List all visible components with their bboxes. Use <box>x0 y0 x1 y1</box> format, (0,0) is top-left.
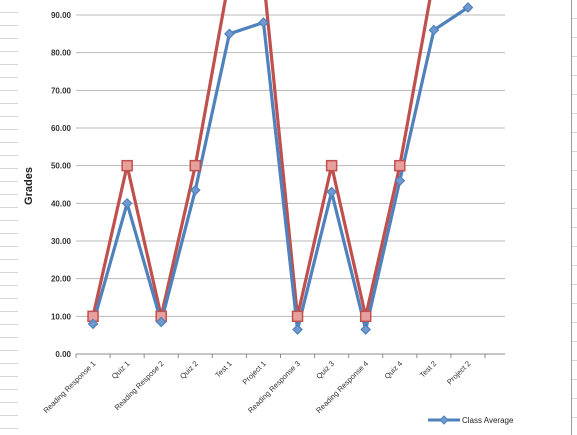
x-tick-label: Quiz 3 <box>314 359 336 381</box>
data-point-marker <box>326 186 337 198</box>
data-point-marker <box>428 24 440 36</box>
data-point-marker <box>121 159 133 172</box>
data-point-marker <box>189 159 202 172</box>
y-tick-label: 0.00 <box>55 350 71 359</box>
series-line <box>91 0 432 318</box>
x-tick-label: Project 1 <box>241 359 268 386</box>
data-point-marker <box>359 310 372 323</box>
data-point-marker <box>292 324 303 335</box>
legend-swatch-marker <box>439 415 449 425</box>
y-tick-label: 10.00 <box>51 312 72 321</box>
x-tick-label: Project 2 <box>445 359 472 386</box>
gridlines <box>76 14 505 355</box>
y-tick-label: 40.00 <box>51 199 72 208</box>
data-point-marker <box>155 316 167 328</box>
data-point-marker <box>462 2 474 13</box>
series-markers <box>87 2 474 335</box>
x-tick-label: Quiz 2 <box>178 359 200 381</box>
x-tick-label: Test 2 <box>418 359 439 380</box>
y-tick-label: 60.00 <box>51 124 72 133</box>
data-point-marker <box>224 28 235 40</box>
x-tick-label: Reading Response 1 <box>42 359 98 415</box>
spreadsheet-cells-right <box>572 0 577 435</box>
chart-frame-edge <box>571 0 572 435</box>
data-point-marker <box>360 324 372 335</box>
y-tick-label: 30.00 <box>51 237 72 246</box>
data-point-marker <box>325 159 338 172</box>
x-tick-label: Quiz 4 <box>383 359 405 381</box>
series-lines <box>91 0 469 332</box>
data-point-marker <box>394 175 406 187</box>
data-point-marker <box>87 318 99 330</box>
data-point-marker <box>258 17 269 28</box>
y-axis-title: Grades <box>23 167 35 205</box>
legend-label: Class Average <box>462 416 514 425</box>
x-tick-label: Test 1 <box>213 359 234 380</box>
y-tick-label: 90.00 <box>51 11 72 20</box>
grades-line-chart: 0.00 10.00 20.00 30.00 40.00 50.00 60.00 70.00 8… <box>23 0 514 425</box>
data-point-marker <box>121 197 133 209</box>
y-tick-label: 50.00 <box>51 162 72 171</box>
y-tick-label: 20.00 <box>51 275 72 284</box>
spreadsheet-row-lines <box>0 0 18 435</box>
data-point-marker <box>394 159 406 172</box>
series-line <box>91 6 469 332</box>
y-axis-tick-labels: 0.00 10.00 20.00 30.00 40.00 50.00 60.00 70.00 8… <box>51 11 72 359</box>
data-point-marker <box>291 310 304 323</box>
y-tick-label: 80.00 <box>51 49 72 58</box>
chart-area[interactable]: 0.00 10.00 20.00 30.00 40.00 50.00 60.00 70.00 8… <box>18 0 571 435</box>
legend: Class Average <box>428 415 514 425</box>
data-point-marker <box>189 184 201 196</box>
y-tick-label: 70.00 <box>51 86 72 95</box>
x-tick-label: Quiz 1 <box>110 359 132 381</box>
